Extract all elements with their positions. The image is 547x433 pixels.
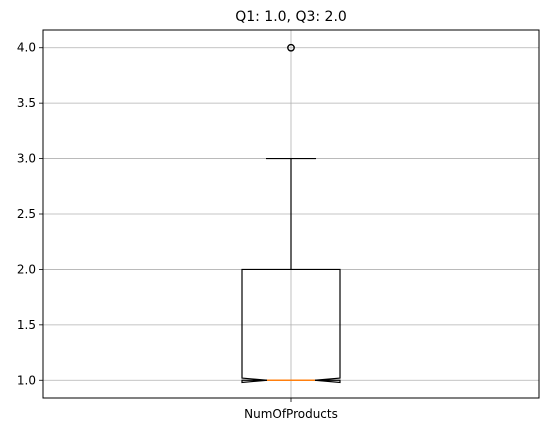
axis-ticks: 1.0 1.5 2.0 2.5 3.0 3.5 4.0 NumOfProducts: [17, 41, 338, 421]
outlier-point: [287, 43, 295, 52]
y-tick-label: 1.0: [17, 373, 36, 387]
y-tick-label: 4.0: [17, 41, 36, 55]
y-tick-label: 2.5: [17, 207, 36, 221]
y-tick-label: 3.5: [17, 96, 36, 110]
chart-title: Q1: 1.0, Q3: 2.0: [235, 9, 347, 25]
box-element: [241, 43, 341, 384]
y-tick-label: 3.0: [17, 152, 36, 166]
y-tick-label: 1.5: [17, 318, 36, 332]
y-tick-label: 2.0: [17, 262, 36, 276]
box-body: [241, 268, 341, 384]
x-tick-label: NumOfProducts: [244, 407, 338, 421]
